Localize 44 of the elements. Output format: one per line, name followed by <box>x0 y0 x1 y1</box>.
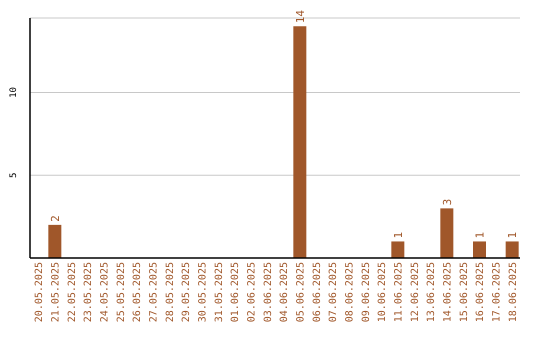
x-tick-label: 20.05.2025 <box>34 262 46 322</box>
x-tick-label: 12.06.2025 <box>410 262 421 322</box>
data-label: 2 <box>48 215 62 222</box>
bar <box>391 241 404 258</box>
x-tick-label: 08.06.2025 <box>344 262 356 322</box>
x-tick-label: 03.06.2025 <box>262 262 274 322</box>
x-tick-label: 23.05.2025 <box>83 262 94 322</box>
x-tick-label: 14.06.2025 <box>442 262 454 322</box>
x-tick-label: 24.05.2025 <box>100 262 110 322</box>
bar <box>473 241 486 258</box>
x-tick-label: 09.06.2025 <box>360 262 372 322</box>
x-tick-label: 25.05.2025 <box>116 262 127 322</box>
bar <box>48 224 62 258</box>
data-label: 14 <box>294 10 307 24</box>
x-tick-label: 29.05.2025 <box>181 262 192 322</box>
x-tick-label: 10.06.2025 <box>377 262 388 322</box>
x-tick-label: 18.06.2025 <box>508 262 519 322</box>
data-label: 3 <box>440 198 454 206</box>
x-tick-label: 30.05.2025 <box>198 262 208 322</box>
bar <box>440 208 454 258</box>
x-tick-label: 11.06.2025 <box>394 262 404 322</box>
x-tick-label: 21.05.2025 <box>50 262 62 322</box>
x-tick-label: 15.06.2025 <box>458 262 470 322</box>
x-tick-label: 22.05.2025 <box>66 262 78 322</box>
x-tick-label: 28.05.2025 <box>164 262 176 322</box>
x-tick-label: 07.06.2025 <box>328 262 340 322</box>
y-tick-label: 10 <box>9 87 19 98</box>
x-tick-label: 31.05.2025 <box>214 262 225 322</box>
x-tick-label: 13.06.2025 <box>426 262 438 322</box>
data-label: 1 <box>506 232 520 238</box>
x-tick-label: 04.06.2025 <box>279 262 290 322</box>
x-tick-label: 02.06.2025 <box>246 262 258 322</box>
data-label: 1 <box>474 232 486 238</box>
x-tick-label: 16.06.2025 <box>475 262 486 322</box>
y-tick-label: 5 <box>9 172 19 178</box>
data-label: 1 <box>392 232 405 238</box>
x-tick-label: 05.06.2025 <box>296 262 306 322</box>
x-tick-label: 01.06.2025 <box>230 262 242 322</box>
bar <box>506 241 519 258</box>
bar <box>293 26 306 258</box>
x-tick-label: 27.05.2025 <box>148 262 160 322</box>
x-tick-label: 26.05.2025 <box>132 262 144 322</box>
x-tick-label: 06.06.2025 <box>312 262 323 322</box>
x-tick-label: 17.06.2025 <box>492 262 502 322</box>
